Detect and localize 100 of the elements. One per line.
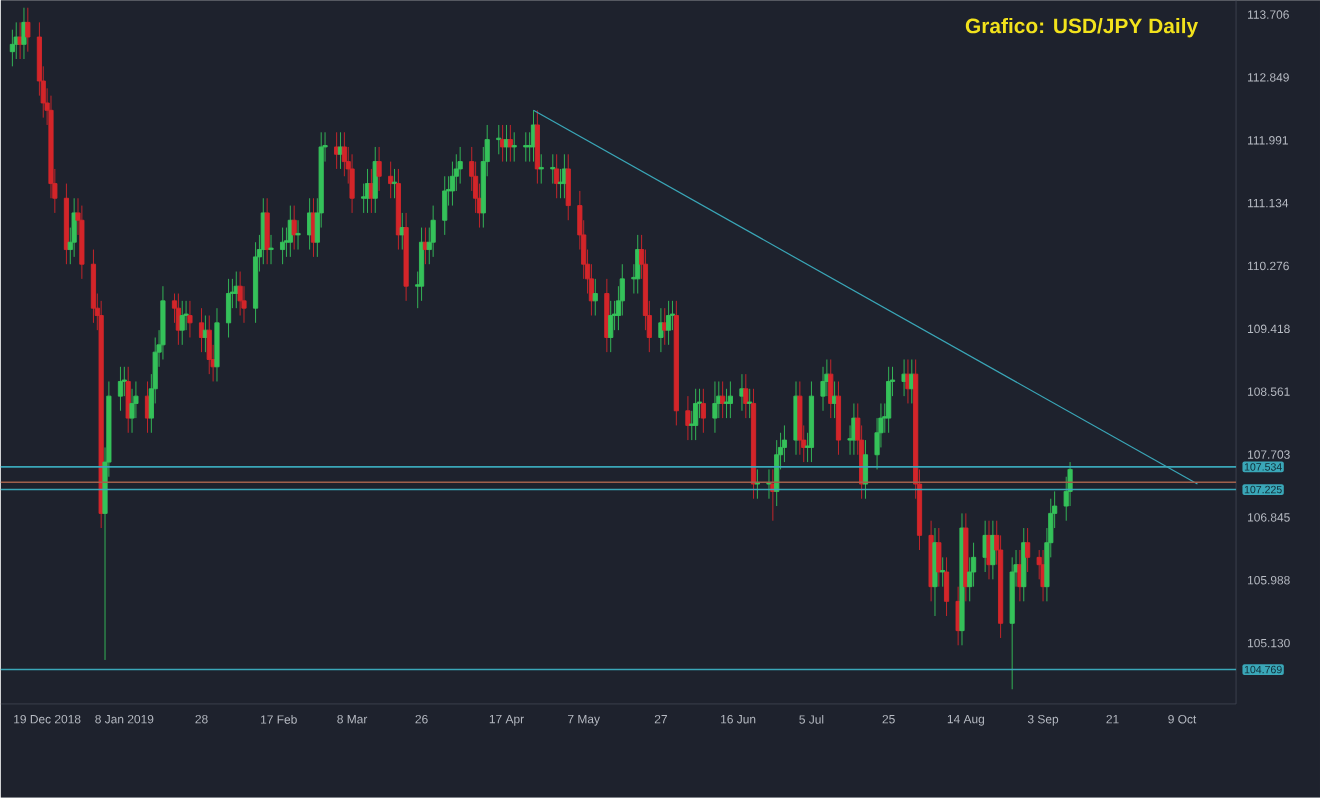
candlestick — [418, 227, 425, 302]
candlestick — [534, 109, 540, 185]
candlestick — [986, 520, 992, 580]
candlestick — [503, 124, 510, 163]
candlestick — [1025, 527, 1031, 573]
candlestick — [71, 197, 77, 258]
candlestick — [295, 219, 301, 251]
candlestick — [554, 153, 560, 199]
candlestick — [747, 388, 753, 419]
candlestick — [500, 124, 506, 163]
candlestick — [291, 205, 297, 251]
candlestick — [399, 212, 405, 251]
candlestick — [214, 307, 220, 382]
candlestick — [422, 227, 428, 265]
candlestick — [349, 153, 355, 214]
candlestick — [442, 175, 448, 236]
candlestick — [206, 315, 212, 375]
candlestick — [662, 307, 668, 346]
candlestick — [21, 7, 27, 60]
candlestick — [940, 556, 946, 588]
candlestick — [1009, 556, 1015, 690]
candlestick — [511, 131, 517, 163]
candlestick — [376, 146, 382, 192]
candlestick — [886, 366, 892, 434]
candlestick — [928, 520, 934, 602]
candlestick — [905, 359, 911, 404]
text: Grafico: USD/JPY Daily — [965, 18, 1199, 38]
candlestick — [253, 241, 259, 324]
candlestick — [79, 205, 85, 280]
candlestick — [793, 381, 799, 456]
candlestick — [388, 161, 394, 199]
candlestick — [117, 366, 124, 412]
candlestick — [202, 315, 208, 353]
candlestick — [550, 153, 556, 185]
candlestick — [187, 300, 193, 339]
candlestick — [932, 527, 938, 617]
candlestick — [666, 300, 672, 346]
candlestick — [538, 153, 544, 185]
candlestick — [936, 527, 942, 588]
candlestick — [658, 307, 664, 353]
candlestick — [63, 183, 69, 265]
candlestick — [909, 359, 915, 404]
candlestick — [372, 146, 378, 214]
candlestick — [851, 403, 857, 456]
candlestick — [17, 21, 23, 60]
candlestick — [1040, 549, 1046, 602]
candlestick — [337, 131, 344, 170]
candlestick — [720, 381, 726, 419]
candlestick — [225, 278, 232, 339]
candlestick — [341, 131, 347, 177]
candlestick — [700, 388, 706, 434]
candlestick — [943, 556, 950, 617]
candlestick — [25, 7, 31, 53]
candlestick — [963, 513, 969, 602]
candlestick — [179, 300, 185, 346]
candlestick — [237, 271, 243, 317]
candlestick — [592, 278, 598, 317]
candlestick — [797, 381, 803, 456]
candlestick — [739, 373, 745, 412]
candlestick — [391, 168, 398, 199]
candlestick — [832, 381, 838, 419]
candlestick — [608, 300, 614, 353]
candlestick — [457, 146, 463, 185]
candlestick — [770, 469, 776, 522]
candlestick — [955, 586, 961, 646]
candlestick — [604, 278, 610, 353]
candlestick — [712, 381, 718, 434]
candlestick — [835, 381, 842, 456]
candlestick — [507, 124, 513, 163]
candlestick — [565, 153, 571, 221]
candlestick — [1017, 549, 1023, 602]
candlestick — [523, 131, 529, 163]
candlestick — [90, 249, 97, 324]
candlestick — [430, 205, 436, 258]
candlestick — [673, 300, 679, 426]
candlestick — [1021, 527, 1027, 602]
candlestick — [901, 359, 907, 397]
candlestick — [9, 29, 15, 67]
candlestick — [160, 285, 166, 360]
candlestick — [990, 520, 996, 580]
candlestick — [820, 366, 826, 412]
candlestick — [280, 227, 286, 265]
candlestick — [403, 212, 409, 302]
candlestick — [727, 381, 733, 419]
candlestick — [862, 439, 869, 500]
candlestick — [268, 234, 274, 265]
candlestick — [334, 131, 340, 170]
candlestick — [828, 359, 834, 419]
candlestick — [129, 388, 135, 434]
candlestick — [723, 388, 730, 419]
candlestick — [754, 469, 760, 500]
candlestick — [449, 161, 456, 207]
candlestick — [13, 21, 19, 60]
candlestick — [959, 513, 965, 646]
candlestick — [264, 197, 270, 265]
candlestick — [743, 373, 749, 419]
candlestick — [766, 469, 772, 500]
candlestick — [781, 425, 787, 463]
candlestick — [808, 381, 815, 463]
candlestick — [693, 388, 699, 441]
